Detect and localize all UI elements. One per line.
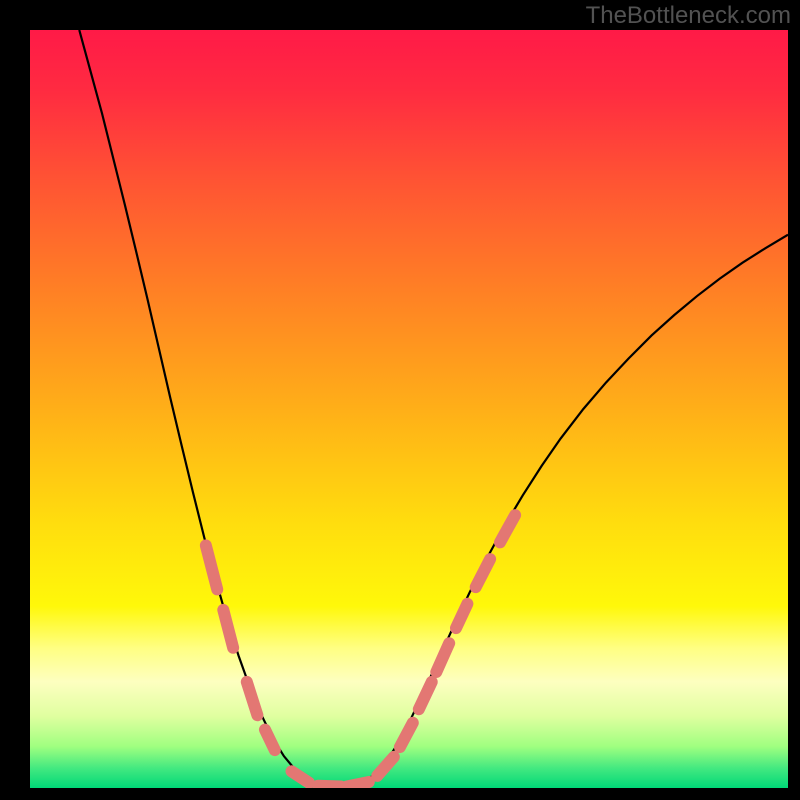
chart-plot-area	[30, 30, 788, 788]
watermark-text: TheBottleneck.com	[586, 2, 791, 30]
dash-segment	[318, 786, 341, 787]
chart-background	[30, 30, 788, 788]
dash-segment	[347, 782, 369, 787]
chart-svg	[30, 30, 788, 788]
